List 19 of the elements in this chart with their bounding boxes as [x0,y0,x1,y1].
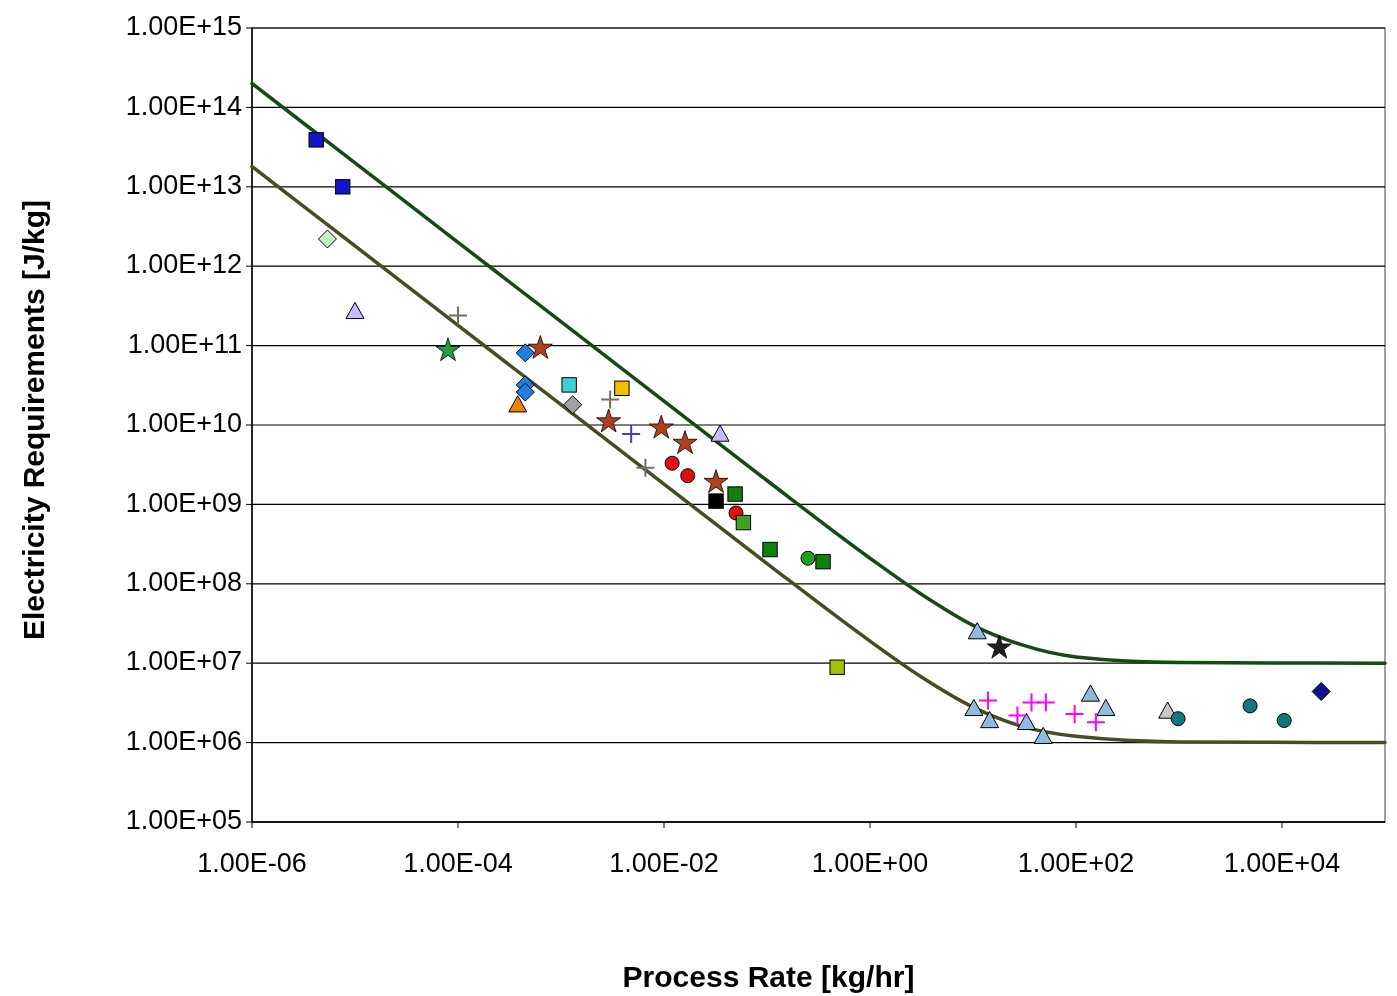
y-tick-label: 1.00E+12 [125,249,242,280]
y-tick-label: 1.00E+09 [125,487,242,518]
y-tick-label: 1.00E+06 [125,725,242,756]
y-tick-label: 1.00E+08 [125,566,242,597]
x-tick-label: 1.00E-04 [403,848,513,878]
y-tick-label: 1.00E+13 [125,169,242,200]
y-tick-label: 1.00E+15 [125,11,242,42]
x-tick-label: 1.00E-06 [197,848,307,878]
y-axis-title: Electricity Requirements [J/kg] [17,199,50,641]
x-tick-label: 1.00E+02 [1017,848,1135,878]
x-tick-label: 1.00E+00 [811,848,929,878]
x-axis-title: Process Rate [kg/hr] [622,960,915,993]
y-tick-label: 1.00E+05 [125,805,242,836]
y-tick-label: 1.00E+10 [125,408,242,439]
x-tick-label: 1.00E-02 [609,848,719,878]
y-tick-label: 1.00E+07 [125,646,242,677]
x-tick-label: 1.00E+04 [1223,848,1341,878]
y-tick-label: 1.00E+14 [125,90,242,121]
y-tick-label: 1.00E+11 [127,328,242,359]
